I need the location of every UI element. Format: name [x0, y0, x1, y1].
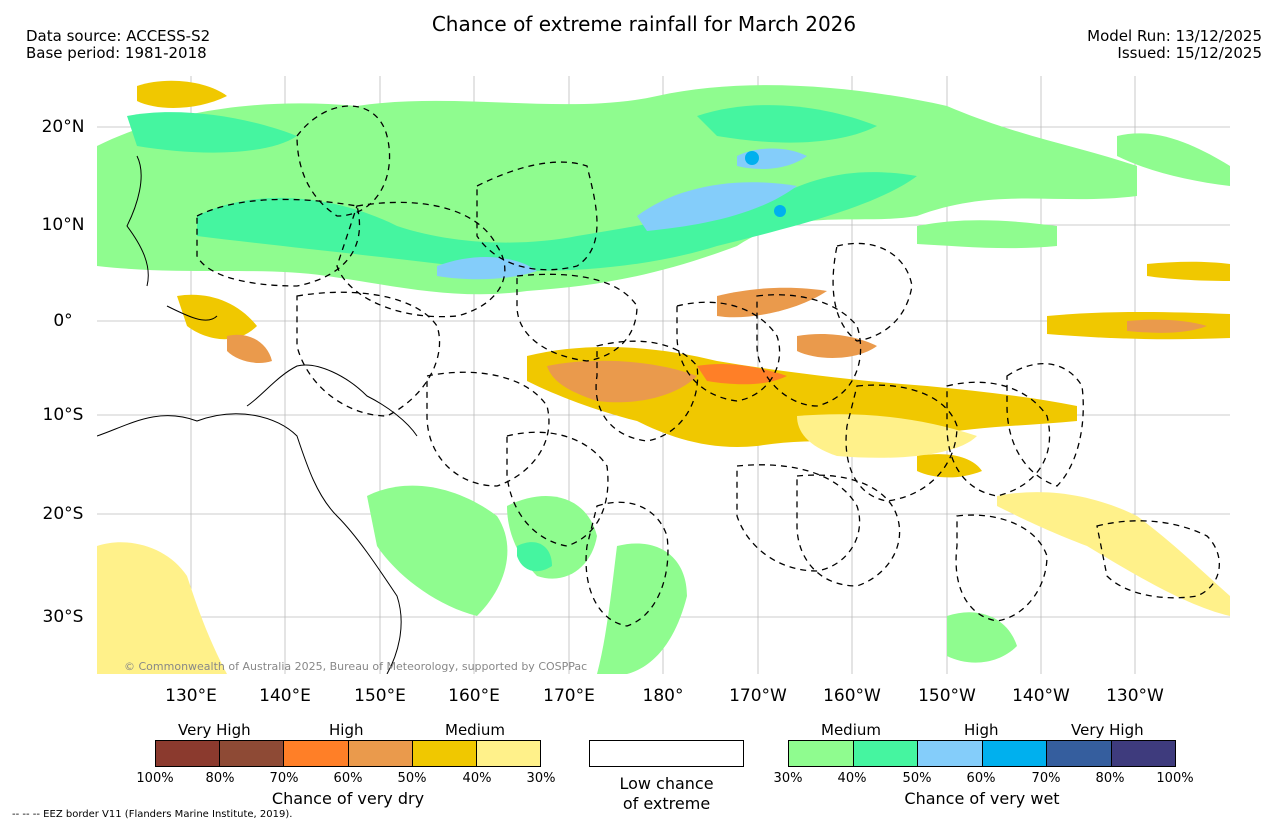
dry-tick: 40%: [462, 771, 492, 786]
base-period: Base period: 1981-2018: [26, 44, 207, 62]
eez-borders: [196, 105, 1220, 627]
map-title: Chance of extreme rainfall for March 202…: [431, 12, 857, 36]
lat-label: 10°S: [42, 405, 84, 425]
lat-label: 20°N: [41, 117, 85, 137]
wet-tick: 100%: [1156, 771, 1194, 786]
wet-regions: [97, 80, 1230, 295]
dry-swatch-0: [156, 741, 220, 766]
lon-label: 140°W: [1012, 686, 1070, 706]
lon-label: 150°E: [354, 686, 406, 706]
wet-swatch-1: [852, 741, 917, 766]
issued-date: Issued: 15/12/2025: [1117, 44, 1262, 62]
wet-tick: 80%: [1095, 771, 1125, 786]
wet-tick: 50%: [902, 771, 932, 786]
lon-label: 130°W: [1106, 686, 1164, 706]
lon-label: 140°E: [259, 686, 311, 706]
wet-swatch-0: [789, 741, 853, 766]
wet-heading-medium: Medium: [821, 721, 881, 739]
coastlines: [97, 155, 418, 674]
rainfall-map: [97, 76, 1230, 674]
wet-heading-high: High: [964, 721, 999, 739]
dry-tick: 50%: [397, 771, 427, 786]
copyright-note: © Commonwealth of Australia 2025, Bureau…: [124, 660, 588, 673]
dry-legend-title: Chance of very dry: [271, 789, 425, 808]
lat-label: 10°N: [41, 215, 85, 235]
low-chance-label-2: of extreme: [622, 794, 711, 813]
wet-swatch-4: [1046, 741, 1111, 766]
dry-heading-very-high: Very High: [178, 721, 251, 739]
wet-regions-south: [367, 485, 1017, 674]
model-run: Model Run: 13/12/2025: [1087, 27, 1262, 45]
dry-swatch-2: [283, 741, 348, 766]
dry-tick: 100%: [136, 771, 174, 786]
wet-tick: 70%: [1031, 771, 1061, 786]
wet-tick: 40%: [837, 771, 867, 786]
lon-label: 160°W: [823, 686, 881, 706]
wet-swatch-5: [1110, 741, 1175, 766]
lon-label: 160°E: [448, 686, 500, 706]
dry-tick: 60%: [333, 771, 363, 786]
dry-colorbar: [155, 740, 541, 767]
wet-tick: 30%: [773, 771, 803, 786]
dry-swatch-5: [475, 741, 541, 766]
wet-legend-title: Chance of very wet: [904, 789, 1060, 808]
lat-label: 0°: [53, 311, 73, 331]
lon-label: 170°E: [543, 686, 595, 706]
lon-label: 130°E: [165, 686, 217, 706]
low-chance-swatch: [589, 740, 744, 767]
wet-heading-very-high: Very High: [1071, 721, 1144, 739]
dry-swatch-4: [411, 741, 476, 766]
dry-swatch-3: [347, 741, 412, 766]
lon-label: 150°W: [918, 686, 976, 706]
dry-regions: [97, 261, 1230, 674]
wet-tick: 60%: [966, 771, 996, 786]
lat-label: 30°S: [42, 607, 84, 627]
eez-footnote: -- -- -- EEZ border V11 (Flanders Marine…: [12, 809, 293, 820]
lon-label: 180°: [642, 686, 684, 706]
wet-swatch-2: [917, 741, 982, 766]
dry-tick: 80%: [205, 771, 235, 786]
dry-swatch-1: [219, 741, 284, 766]
lon-label: 170°W: [729, 686, 787, 706]
dry-heading-medium: Medium: [445, 721, 505, 739]
lat-label: 20°S: [42, 504, 84, 524]
dry-tick: 30%: [526, 771, 556, 786]
dry-tick: 70%: [269, 771, 299, 786]
low-chance-label-1: Low chance: [619, 774, 714, 793]
dry-heading-high: High: [329, 721, 364, 739]
data-source: Data source: ACCESS-S2: [26, 27, 211, 45]
wet-colorbar: [788, 740, 1176, 767]
map-panel: [97, 76, 1230, 674]
wet-swatch-3: [981, 741, 1046, 766]
